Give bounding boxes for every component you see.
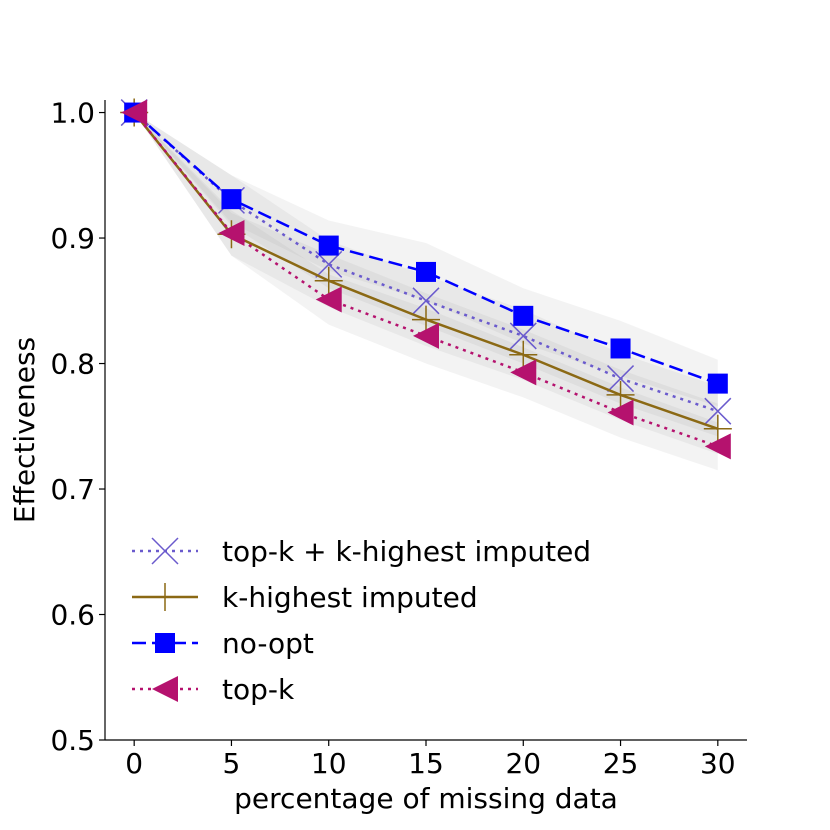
legend-marker: [151, 583, 179, 611]
data-point: [607, 365, 635, 393]
y-tick-label: 0.8: [50, 348, 95, 381]
x-tick-label: 10: [311, 747, 347, 780]
legend: top-k + k-highest imputed k-highest imput…: [132, 535, 591, 706]
legend-entry: k-highest imputed: [132, 581, 478, 614]
x-tick-label: 0: [125, 747, 143, 780]
data-point: [704, 397, 732, 425]
data-point: [607, 399, 634, 426]
data-point: [606, 380, 635, 409]
data-point: [218, 220, 245, 247]
band-2: [134, 112, 718, 454]
data-point: [416, 261, 436, 282]
data-point: [413, 322, 439, 349]
data-point: [412, 287, 440, 315]
band-4: [134, 112, 718, 471]
data-point: [315, 250, 343, 278]
legend-entry: top-k: [132, 673, 295, 706]
legend-entry: no-opt: [132, 627, 314, 660]
data-point: [412, 305, 440, 334]
x-tick-label: 5: [223, 747, 241, 780]
series-lines: [120, 98, 732, 460]
x-tick-label: 30: [700, 747, 736, 780]
series-3: [124, 102, 728, 394]
data-point: [610, 338, 631, 359]
band-1: [134, 112, 718, 437]
legend-label: no-opt: [222, 627, 314, 660]
x-axis-label: percentage of missing data: [234, 782, 618, 815]
y-tick-label: 0.6: [50, 599, 95, 632]
legend-label: top-k: [222, 673, 295, 706]
data-point: [510, 359, 537, 386]
x-tick-label: 15: [408, 747, 444, 780]
data-point: [314, 266, 343, 295]
data-point: [703, 414, 732, 443]
series-4: [121, 99, 731, 460]
legend-entry: top-k + k-highest imputed: [132, 535, 591, 568]
y-tick-label: 0.9: [50, 222, 95, 255]
legend-label: k-highest imputed: [222, 581, 478, 614]
y-axis-label: Effectiveness: [8, 337, 41, 523]
data-point: [707, 373, 728, 394]
y-tick-label: 0.7: [50, 473, 95, 506]
legend-marker: [152, 676, 178, 702]
data-point: [509, 322, 537, 350]
data-point: [318, 235, 339, 256]
data-point: [221, 189, 242, 210]
legend-marker: [155, 633, 175, 653]
y-tick-label: 1.0: [50, 97, 95, 130]
x-tick-label: 20: [505, 747, 541, 780]
y-tick-label: 0.5: [50, 724, 95, 757]
legend-label: top-k + k-highest imputed: [222, 535, 591, 568]
band-3: [134, 112, 718, 407]
data-point: [704, 433, 731, 460]
data-point: [509, 340, 538, 369]
data-point: [315, 286, 342, 313]
data-point: [121, 99, 148, 126]
x-tick-label: 25: [603, 747, 639, 780]
data-point: [513, 305, 534, 326]
legend-marker: [151, 537, 179, 565]
axes: 0 5 10 15 20 25 30 0.5 0.6 0.7 0.8 0.9 1.0: [50, 97, 747, 780]
confidence-bands: [134, 112, 718, 471]
